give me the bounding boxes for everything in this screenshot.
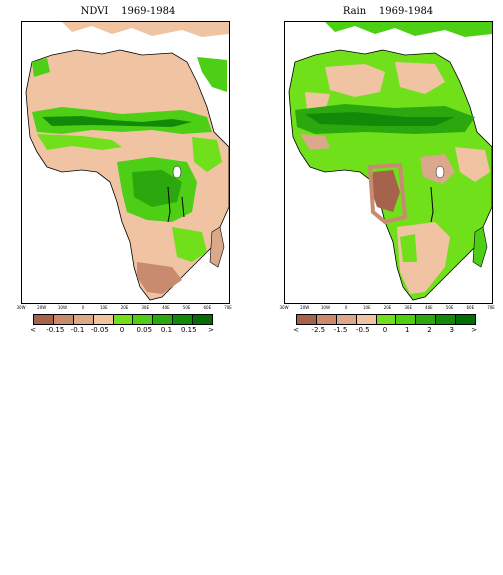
legend-label: -0.15 [46, 326, 65, 334]
ndvi-map-svg [22, 22, 229, 301]
rain-map [284, 21, 493, 304]
x-tick: 20E [383, 305, 392, 310]
x-tick: 30E [404, 305, 412, 310]
sahel-green [32, 107, 212, 134]
rain-colorbar-labels: < -2.5 -1.5 -0.5 0 1 2 3 > [293, 326, 477, 336]
ndvi-swatch [53, 315, 74, 324]
legend-label: 0 [382, 326, 388, 334]
ndvi-swatch [34, 315, 54, 324]
legend-label: < [30, 326, 36, 334]
kalahari-brown [137, 262, 182, 294]
legend-label: > [208, 326, 214, 334]
x-tick: 20W [300, 305, 310, 310]
europe-land [325, 22, 492, 37]
legend-label: < [293, 326, 299, 334]
x-tick: 60E [203, 305, 212, 310]
legend-label: 0.1 [160, 326, 173, 334]
rain-colorbar [296, 314, 476, 325]
ndvi-colorbar-labels: < -0.15 -0.1 -0.05 0 0.05 0.1 0.15 > [30, 326, 214, 336]
legend-label: 1 [405, 326, 410, 334]
rain-swatch [316, 315, 337, 324]
ndvi-swatch [153, 315, 174, 324]
x-tick: 40E [162, 305, 170, 310]
x-tick: 10W [320, 305, 330, 310]
x-tick: 70E [224, 305, 232, 310]
rain-map-title: Rain 1969-1984 [342, 6, 434, 17]
ndvi-map [21, 21, 230, 304]
legend-label: -0.05 [90, 326, 109, 334]
x-tick: 20E [120, 305, 129, 310]
rain-x-axis: 30W 20W 10W 0 10E 20E 30E 40E 50E 60E 70… [279, 305, 494, 313]
ndvi-swatch [73, 315, 94, 324]
x-tick: 50E [445, 305, 454, 310]
rain-swatch [336, 315, 357, 324]
legend-label: -1.5 [333, 326, 348, 334]
x-tick: 70E [487, 305, 495, 310]
legend-label: -2.5 [311, 326, 326, 334]
ndvi-swatch [113, 315, 134, 324]
angola-brown [371, 170, 400, 212]
x-tick: 0 [81, 305, 85, 310]
rain-swatch [436, 315, 457, 324]
rain-swatch [416, 315, 437, 324]
x-tick: 40E [425, 305, 433, 310]
rain-swatch [356, 315, 377, 324]
ndvi-swatch [173, 315, 194, 324]
europe-land [62, 22, 229, 37]
legend-label: 0.05 [136, 326, 153, 334]
rain-swatch [456, 315, 476, 324]
ndvi-swatch [193, 315, 213, 324]
legend-label: 0.15 [180, 326, 197, 334]
x-tick: 10W [57, 305, 67, 310]
x-tick: 60E [466, 305, 475, 310]
x-tick: 10E [99, 305, 108, 310]
madagascar [209, 226, 225, 268]
x-tick: 50E [182, 305, 191, 310]
ndvi-map-title: NDVI 1969-1984 [80, 6, 176, 17]
legend-label: 3 [449, 326, 454, 334]
x-tick: 10E [362, 305, 371, 310]
ndvi-colorbar [33, 314, 213, 325]
ndvi-x-axis: 30W 20W 10W 0 10E 20E 30E 40E 50E 60E 70… [16, 305, 231, 313]
ndvi-swatch [93, 315, 114, 324]
madagascar [472, 226, 488, 268]
legend-label: > [471, 326, 477, 334]
x-tick: 30E [141, 305, 149, 310]
ndvi-swatch [133, 315, 154, 324]
rain-swatch [376, 315, 397, 324]
legend-label: 2 [427, 326, 432, 334]
legend-label: 0 [119, 326, 125, 334]
rain-map-svg [285, 22, 492, 301]
legend-label: -0.1 [70, 326, 85, 334]
x-tick: 30W [16, 305, 26, 310]
rain-swatch [297, 315, 317, 324]
x-tick: 0 [344, 305, 348, 310]
x-tick: 30W [279, 305, 289, 310]
x-tick: 20W [37, 305, 47, 310]
rain-swatch [396, 315, 417, 324]
legend-label: -0.5 [355, 326, 370, 334]
